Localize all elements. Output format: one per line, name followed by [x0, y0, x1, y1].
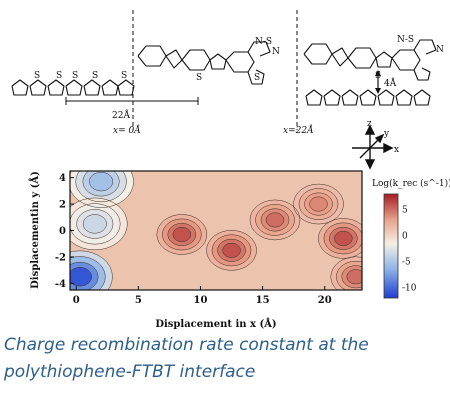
contour-line [70, 203, 121, 245]
y-axis-label: Displacementin y (Å) [29, 171, 41, 289]
y-tick-label: 4 [59, 173, 66, 184]
contour-line [167, 223, 197, 246]
thiadiazole-n-label: N [436, 45, 444, 55]
contour-line [89, 171, 114, 192]
contour-line [217, 238, 246, 262]
heatmap-blob [89, 172, 113, 191]
heatmap-blob [266, 212, 285, 228]
contour-line [70, 256, 106, 290]
axis-glyph [352, 124, 394, 170]
contour-line [172, 227, 192, 242]
heatmap-blob [83, 214, 107, 234]
contour-line [329, 226, 358, 250]
x-tick-label: 10 [194, 295, 208, 306]
sulfur-label: S [72, 71, 78, 81]
contour-lines [70, 171, 362, 290]
contour-line [70, 267, 92, 287]
contour-line [298, 188, 339, 220]
y-tick-label: 2 [59, 200, 66, 211]
contour-line [82, 214, 107, 234]
y-ticks: 4 2 0 -2 -4 [55, 173, 74, 290]
colorbar: Log(k_rec (s^-1)) 5 0 -5 -10 [372, 178, 450, 299]
contour-line [336, 260, 362, 290]
thiadiazole-n-label: N [272, 47, 280, 57]
contour-line [75, 171, 127, 203]
heatmap-blob [309, 196, 328, 212]
ftbt-molecule-right [303, 39, 437, 81]
contour-line [346, 269, 362, 285]
contour-line [293, 183, 344, 225]
thiadiazole-label: N-S [397, 35, 414, 45]
colorbar-title: Log(k_rec (s^-1)) [372, 178, 450, 189]
contour-line [318, 218, 362, 259]
thiadiazole-label: N-S [255, 37, 272, 47]
contour-line [70, 250, 113, 290]
contour-line [76, 209, 114, 239]
x-axis-label: Displacement in x (Å) [155, 318, 276, 330]
contour-line [255, 204, 295, 236]
contour-line [82, 171, 120, 197]
contour-line [156, 214, 208, 255]
y-tick-label: 0 [59, 226, 66, 237]
ftbt-molecule-left [137, 41, 271, 85]
polythiophene-chain-left [11, 79, 135, 96]
contour-line [162, 218, 202, 251]
colorbar-tick-label: -5 [402, 258, 411, 268]
polythiophene-chain-right [305, 89, 431, 106]
contour-line [70, 171, 134, 208]
molecular-schematic: S S S S S 22Å x= 0Å S N-S N S x=22Å [11, 10, 444, 170]
contour-line [211, 234, 252, 267]
axis-z-label: z [367, 119, 372, 129]
sulfur-label: S [92, 71, 98, 81]
contour-line [265, 212, 285, 228]
colorbar-tick-label: -10 [402, 284, 417, 294]
x-tick-label: 20 [318, 295, 332, 306]
contour-line [334, 230, 353, 246]
sulfur-label: S [56, 71, 62, 81]
contour-line [304, 192, 333, 216]
y-tick-label: -2 [55, 252, 66, 263]
colorbar-gradient [383, 193, 399, 299]
x-tick-label: 5 [135, 295, 142, 306]
colorbar-ticks: 5 0 -5 -10 [402, 206, 417, 294]
contour-line [260, 208, 290, 232]
heatmap-plot: 0 5 10 15 20 420-2-4 Displacement in x (Å) D… [29, 170, 363, 330]
contour-line [323, 222, 362, 255]
heatmap-blob [222, 243, 241, 258]
heatmap-blob [172, 227, 191, 242]
y-tick-label: -4 [55, 279, 66, 290]
x-tick-label: 0 [73, 295, 80, 306]
distance-label: 22Å [112, 109, 130, 121]
x22-label: x=22Å [283, 124, 314, 136]
contour-line [309, 196, 328, 212]
heatmap-blob [334, 231, 353, 246]
contour-line [330, 256, 362, 290]
axis-y-label: y [383, 129, 390, 139]
stack-distance-label: 4Å [384, 77, 397, 89]
contour-line [70, 261, 99, 290]
x-ticks: 0 5 10 15 20 [73, 286, 332, 306]
sulfur-label: S [34, 71, 40, 81]
axis-x-label: x [394, 145, 399, 155]
heatmap-blob [70, 267, 92, 287]
contour-line [249, 199, 301, 241]
contour-line [222, 242, 241, 258]
sulfur-label: S [196, 73, 202, 83]
caption-line-1: Charge recombination rate constant at th… [4, 335, 369, 355]
contour-line [341, 265, 362, 289]
sulfur-label: S [254, 73, 260, 83]
x0-label: x= 0Å [113, 124, 141, 136]
contour-line [70, 197, 128, 251]
heatmap-blob [346, 269, 362, 284]
x-tick-label: 15 [256, 295, 270, 306]
colorbar-tick-label: 5 [402, 206, 408, 216]
caption-line-2: polythiophene-FTBT interface [4, 362, 256, 382]
colorbar-tick-label: 0 [402, 232, 408, 242]
contour-line [206, 230, 257, 271]
figure-caption: Charge recombination rate constant at th… [4, 332, 444, 386]
sulfur-label: S [121, 71, 127, 81]
